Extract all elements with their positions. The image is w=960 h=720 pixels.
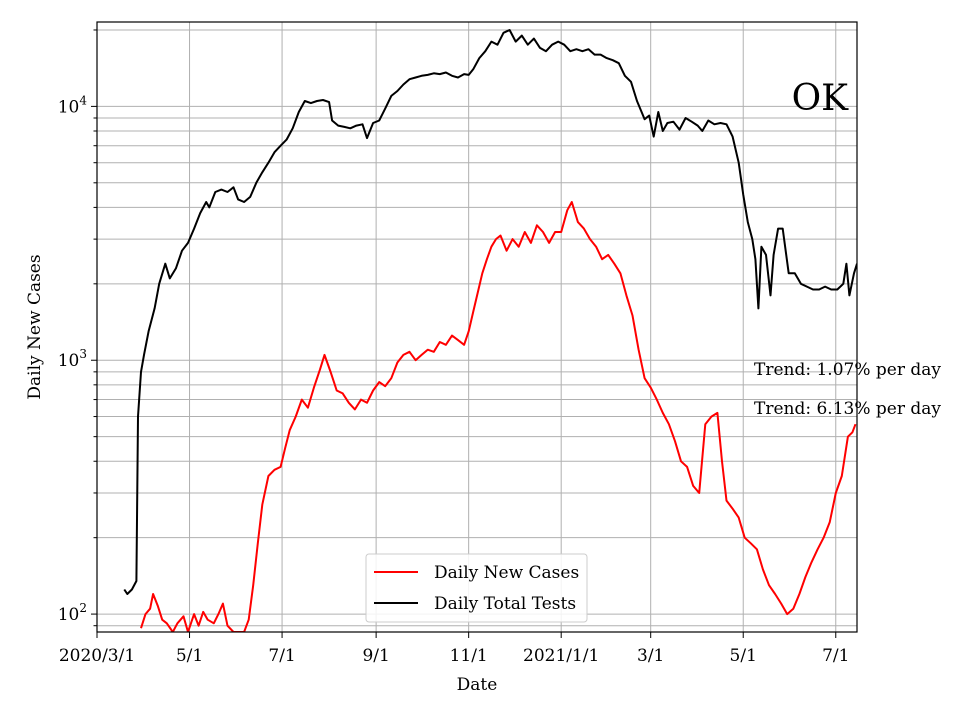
y-tick-exponent: 4: [79, 93, 87, 107]
y-tick-exponent: 2: [79, 601, 87, 615]
y-tick-base: 10: [58, 97, 80, 117]
legend-label-tests: Daily Total Tests: [434, 594, 576, 614]
legend: Daily New Cases Daily Total Tests: [365, 553, 588, 623]
x-tick-label: 2021/1/1: [523, 646, 599, 666]
x-tick-label: 11/1: [450, 646, 488, 666]
y-tick-base: 10: [58, 605, 80, 625]
y-tick-label: 103: [58, 347, 87, 371]
x-tick-label: 7/1: [268, 646, 295, 666]
x-axis-title: Date: [457, 675, 498, 695]
trend-label-1: Trend: 1.07% per day: [754, 360, 941, 380]
x-tick-label: 7/1: [822, 646, 849, 666]
x-tick-label: 3/1: [637, 646, 664, 666]
legend-label-cases: Daily New Cases: [434, 563, 579, 583]
y-tick-exponent: 3: [79, 347, 87, 361]
series-line-daily-total-tests: [123, 29, 857, 595]
trend-label-2: Trend: 6.13% per day: [754, 399, 941, 419]
y-axis-title: Daily New Cases: [25, 254, 45, 399]
series-line-daily-new-cases: [140, 201, 857, 632]
state-label: OK: [792, 78, 850, 119]
grid: [96, 22, 857, 632]
plot-frame: [96, 21, 858, 633]
x-tick-label: 5/1: [730, 646, 757, 666]
x-tick-label: 9/1: [362, 646, 389, 666]
x-tick-label: 5/1: [176, 646, 203, 666]
axis-ticks: 2020/3/1 5/1 7/1 9/1 11/1 2021/1/1 3/1 5/1 7/1 10…: [58, 29, 849, 666]
series-layer: [123, 29, 857, 632]
legend-box: [365, 553, 588, 623]
y-tick-label: 104: [58, 93, 88, 117]
y-tick-label: 102: [58, 601, 87, 625]
y-tick-base: 10: [58, 351, 80, 371]
x-tick-label: 2020/3/1: [59, 646, 135, 666]
